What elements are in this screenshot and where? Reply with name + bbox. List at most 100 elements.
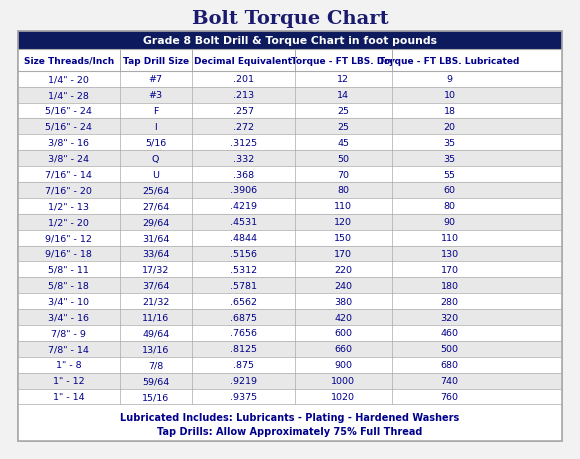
Bar [18,72,562,87]
Text: 5/16" - 24: 5/16" - 24 [45,123,92,132]
Text: 90: 90 [444,218,456,227]
Text: 3/4" - 10: 3/4" - 10 [48,297,89,306]
Text: 7/8: 7/8 [148,360,163,369]
Text: 14: 14 [338,91,349,100]
Text: 7/8" - 9: 7/8" - 9 [52,329,86,338]
Text: Torque - FT LBS. Dry: Torque - FT LBS. Dry [292,56,395,65]
Text: 18: 18 [444,107,456,116]
Text: I: I [154,123,157,132]
Text: 1/2" - 20: 1/2" - 20 [48,218,89,227]
Bar [18,198,562,214]
Text: .3906: .3906 [230,186,257,195]
Text: .368: .368 [233,170,254,179]
Text: 1/4" - 28: 1/4" - 28 [48,91,89,100]
Text: 1020: 1020 [331,392,356,401]
Bar [18,50,562,72]
Text: 3/4" - 16: 3/4" - 16 [48,313,89,322]
Text: .9219: .9219 [230,376,257,385]
Text: 17/32: 17/32 [142,265,169,274]
Text: 25: 25 [338,123,349,132]
Text: 9/16" - 12: 9/16" - 12 [45,234,92,242]
Text: .7656: .7656 [230,329,257,338]
Text: 35: 35 [444,154,456,163]
Text: .9375: .9375 [230,392,257,401]
Text: Torque - FT LBS. Lubricated: Torque - FT LBS. Lubricated [379,56,520,65]
Bar [18,294,562,309]
Text: 220: 220 [334,265,352,274]
Text: Bolt Torque Chart: Bolt Torque Chart [191,10,389,28]
Text: Size Threads/Inch: Size Threads/Inch [24,56,114,65]
Text: 1" - 12: 1" - 12 [53,376,85,385]
Text: Tap Drill Size: Tap Drill Size [122,56,188,65]
Text: .6562: .6562 [230,297,257,306]
Bar [18,389,562,404]
Text: 320: 320 [441,313,459,322]
Text: 80: 80 [444,202,456,211]
Bar [18,278,562,294]
Text: 280: 280 [441,297,459,306]
Text: 50: 50 [338,154,349,163]
Text: 27/64: 27/64 [142,202,169,211]
Text: 7/16" - 20: 7/16" - 20 [45,186,92,195]
Text: Decimal Equivalent: Decimal Equivalent [194,56,292,65]
Bar [18,404,562,441]
Text: 60: 60 [444,186,456,195]
Text: 5/16: 5/16 [145,139,166,147]
Text: 10: 10 [444,91,456,100]
Text: 740: 740 [441,376,459,385]
Text: 49/64: 49/64 [142,329,169,338]
Text: 31/64: 31/64 [142,234,169,242]
Text: 1" - 14: 1" - 14 [53,392,85,401]
Text: .5312: .5312 [230,265,257,274]
Bar [18,151,562,167]
Text: 55: 55 [444,170,456,179]
Text: 5/16" - 24: 5/16" - 24 [45,107,92,116]
Text: 3/8" - 16: 3/8" - 16 [48,139,89,147]
Text: .3125: .3125 [230,139,257,147]
Bar [18,214,562,230]
Text: .4531: .4531 [230,218,257,227]
Text: 15/16: 15/16 [142,392,169,401]
Text: 80: 80 [338,186,349,195]
Text: 35: 35 [444,139,456,147]
Text: 500: 500 [441,345,459,353]
Text: 3/8" - 24: 3/8" - 24 [48,154,89,163]
Text: 21/32: 21/32 [142,297,169,306]
Text: 170: 170 [441,265,459,274]
Text: 13/16: 13/16 [142,345,169,353]
Text: 1" - 8: 1" - 8 [56,360,82,369]
Text: .4219: .4219 [230,202,257,211]
Text: 5/8" - 11: 5/8" - 11 [48,265,89,274]
Text: 130: 130 [441,249,459,258]
Text: 45: 45 [338,139,349,147]
Text: 37/64: 37/64 [142,281,169,290]
Text: 660: 660 [334,345,352,353]
Text: 9: 9 [447,75,452,84]
Text: 59/64: 59/64 [142,376,169,385]
Text: .875: .875 [233,360,253,369]
Bar [18,325,562,341]
Bar [18,262,562,278]
Text: 110: 110 [441,234,459,242]
Text: 170: 170 [334,249,352,258]
Bar [18,32,562,441]
Text: 29/64: 29/64 [142,218,169,227]
Text: .5156: .5156 [230,249,257,258]
Bar [18,119,562,135]
Text: Tap Drills: Allow Approximately 75% Full Thread: Tap Drills: Allow Approximately 75% Full… [157,426,423,436]
Text: 25: 25 [338,107,349,116]
Text: Lubricated Includes: Lubricants - Plating - Hardened Washers: Lubricated Includes: Lubricants - Platin… [121,412,459,422]
Text: 70: 70 [338,170,349,179]
Text: 11/16: 11/16 [142,313,169,322]
Text: 1000: 1000 [331,376,356,385]
Text: 1/4" - 20: 1/4" - 20 [48,75,89,84]
Text: 20: 20 [444,123,456,132]
Text: 600: 600 [334,329,352,338]
Text: Q: Q [152,154,160,163]
Text: .332: .332 [233,154,254,163]
Text: .4844: .4844 [230,234,257,242]
Text: Grade 8 Bolt Drill & Torque Chart in foot pounds: Grade 8 Bolt Drill & Torque Chart in foo… [143,36,437,46]
Text: 110: 110 [334,202,352,211]
Text: 9/16" - 18: 9/16" - 18 [45,249,92,258]
Text: 900: 900 [334,360,352,369]
